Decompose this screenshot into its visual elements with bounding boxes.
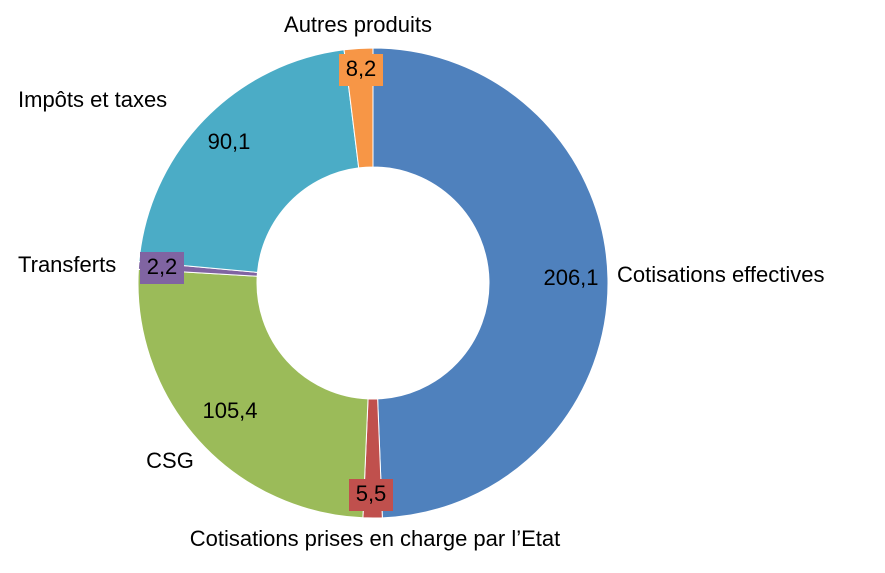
donut-slice	[137, 268, 369, 519]
donut-slice	[372, 47, 609, 519]
value-label-box	[140, 252, 184, 284]
value-label: 5,5	[356, 481, 387, 506]
value-label: 2,2	[147, 254, 178, 279]
category-label: Cotisations effectives	[617, 262, 824, 287]
value-label-box	[339, 54, 383, 86]
value-label: 105,4	[202, 398, 257, 423]
category-label: Cotisations prises en charge par l’Etat	[190, 526, 561, 551]
category-label: CSG	[146, 448, 194, 473]
category-label: Transferts	[18, 252, 116, 277]
category-label: Impôts et taxes	[18, 87, 167, 112]
value-label: 206,1	[543, 265, 598, 290]
donut-slice	[138, 49, 360, 273]
category-label: Autres produits	[284, 12, 432, 37]
value-label: 90,1	[208, 129, 251, 154]
value-label: 8,2	[346, 56, 377, 81]
value-label-box	[349, 479, 393, 511]
